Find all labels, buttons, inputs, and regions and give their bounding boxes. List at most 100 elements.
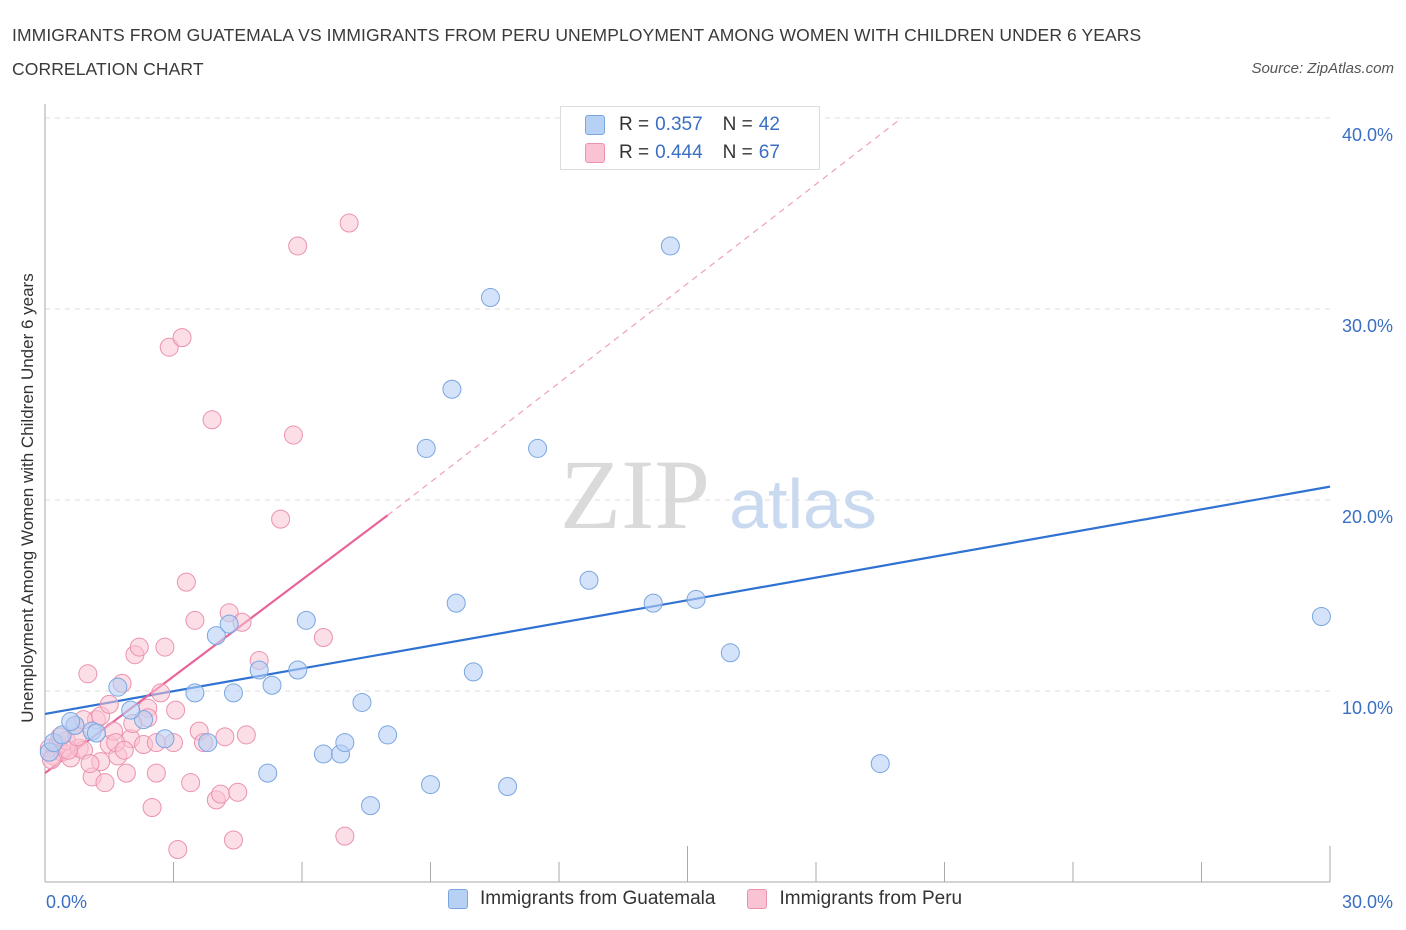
peru-trendline-extension xyxy=(387,117,903,516)
peru-point xyxy=(211,784,231,804)
guatemala-points xyxy=(39,236,1331,816)
y-tick-label: 20.0% xyxy=(1342,507,1393,527)
guatemala-point xyxy=(86,723,106,743)
correlation-legend: R = 0.357 N = 42 R = 0.444 N = 67 xyxy=(560,106,820,170)
guatemala-point xyxy=(498,777,518,796)
guatemala-point xyxy=(442,379,462,399)
guatemala-point xyxy=(198,733,218,753)
y-tick-label: 40.0% xyxy=(1342,125,1393,145)
guatemala-point xyxy=(480,288,500,308)
peru-point xyxy=(172,328,192,348)
peru-point xyxy=(228,782,248,802)
peru-point xyxy=(129,637,149,657)
guatemala-point xyxy=(61,712,81,732)
guatemala-point xyxy=(206,626,226,646)
series-legend: Immigrants from Guatemala Immigrants fro… xyxy=(448,888,994,910)
guatemala-point xyxy=(416,438,436,458)
legend-label-peru: Immigrants from Peru xyxy=(779,888,963,909)
peru-point xyxy=(146,763,166,783)
peru-point xyxy=(339,213,359,233)
guatemala-point xyxy=(288,660,308,680)
peru-point xyxy=(335,826,355,846)
guatemala-point xyxy=(185,683,205,703)
x-tick-label: 0.0% xyxy=(46,892,87,912)
peru-point xyxy=(236,725,256,745)
guatemala-point xyxy=(335,733,355,753)
guatemala-swatch xyxy=(448,889,468,909)
guatemala-swatch xyxy=(585,115,605,135)
guatemala-point xyxy=(52,725,72,745)
watermark: ZIP atlas xyxy=(560,439,877,550)
chart-title: IMMIGRANTS FROM GUATEMALA VS IMMIGRANTS … xyxy=(12,25,1142,79)
tick-labels: 10.0% 20.0% 30.0% 40.0% 0.0% 30.0% xyxy=(46,125,1393,912)
guatemala-point xyxy=(155,729,175,749)
peru-point xyxy=(176,572,196,592)
x-tick-label: 30.0% xyxy=(1342,892,1393,912)
legend-n-label: N = xyxy=(722,114,753,135)
peru-point xyxy=(215,727,235,747)
guatemala-point xyxy=(258,763,278,783)
legend-n-label: N = xyxy=(722,142,753,163)
peru-point xyxy=(78,664,98,684)
legend-item-peru: Immigrants from Peru xyxy=(747,888,962,910)
peru-swatch xyxy=(747,889,768,909)
peru-point xyxy=(313,628,333,648)
guatemala-point xyxy=(643,593,663,613)
guatemala-point xyxy=(262,675,282,695)
y-axis-title: Unemployment Among Women with Children U… xyxy=(18,273,37,723)
guatemala-point xyxy=(223,683,243,703)
peru-point xyxy=(114,740,134,760)
guatemala-point xyxy=(446,593,466,613)
legend-row-guatemala: R = 0.357 N = 42 xyxy=(585,111,780,139)
guatemala-point xyxy=(108,677,128,697)
peru-point xyxy=(288,236,308,256)
legend-n-value-guatemala: 42 xyxy=(758,114,780,135)
peru-point xyxy=(166,700,186,720)
peru-point xyxy=(155,637,175,657)
guatemala-point xyxy=(579,570,599,590)
guatemala-point xyxy=(720,643,740,663)
peru-points xyxy=(39,213,359,860)
peru-point xyxy=(181,773,201,793)
guatemala-point xyxy=(660,236,680,256)
guatemala-point xyxy=(313,744,333,764)
peru-point xyxy=(223,830,243,850)
guatemala-point xyxy=(134,710,154,730)
guatemala-point xyxy=(361,796,381,816)
peru-point xyxy=(168,840,188,860)
peru-point xyxy=(151,683,171,703)
guatemala-point xyxy=(352,692,372,712)
legend-n-value-peru: 67 xyxy=(758,142,780,163)
peru-point xyxy=(202,410,222,430)
guatemala-point xyxy=(1311,607,1331,627)
peru-swatch xyxy=(585,143,605,163)
peru-point xyxy=(95,773,115,793)
guatemala-point xyxy=(463,662,483,682)
legend-row-peru: R = 0.444 N = 67 xyxy=(585,139,780,167)
grid-lines xyxy=(45,117,1330,692)
legend-r-value-peru: 0.444 xyxy=(655,142,703,163)
peru-point xyxy=(80,754,100,774)
legend-r-label: R = xyxy=(619,114,650,135)
peru-point xyxy=(271,509,291,529)
watermark-zip: ZIP xyxy=(560,439,710,550)
y-tick-label: 30.0% xyxy=(1342,316,1393,336)
peru-point xyxy=(185,610,205,630)
peru-point xyxy=(283,425,303,445)
guatemala-point xyxy=(870,754,890,774)
source-note: Source: ZipAtlas.com xyxy=(1251,60,1394,77)
peru-point xyxy=(99,694,119,714)
peru-point xyxy=(142,798,162,818)
legend-label-guatemala: Immigrants from Guatemala xyxy=(480,888,716,909)
peru-point xyxy=(116,763,136,783)
y-tick-label: 10.0% xyxy=(1342,698,1393,718)
guatemala-point xyxy=(528,438,548,458)
peru-point xyxy=(159,337,179,357)
legend-r-value-guatemala: 0.357 xyxy=(655,114,703,135)
legend-r-label: R = xyxy=(619,142,650,163)
guatemala-point xyxy=(296,610,316,630)
guatemala-point xyxy=(121,700,141,720)
watermark-atlas: atlas xyxy=(729,465,877,543)
guatemala-point xyxy=(249,660,269,680)
